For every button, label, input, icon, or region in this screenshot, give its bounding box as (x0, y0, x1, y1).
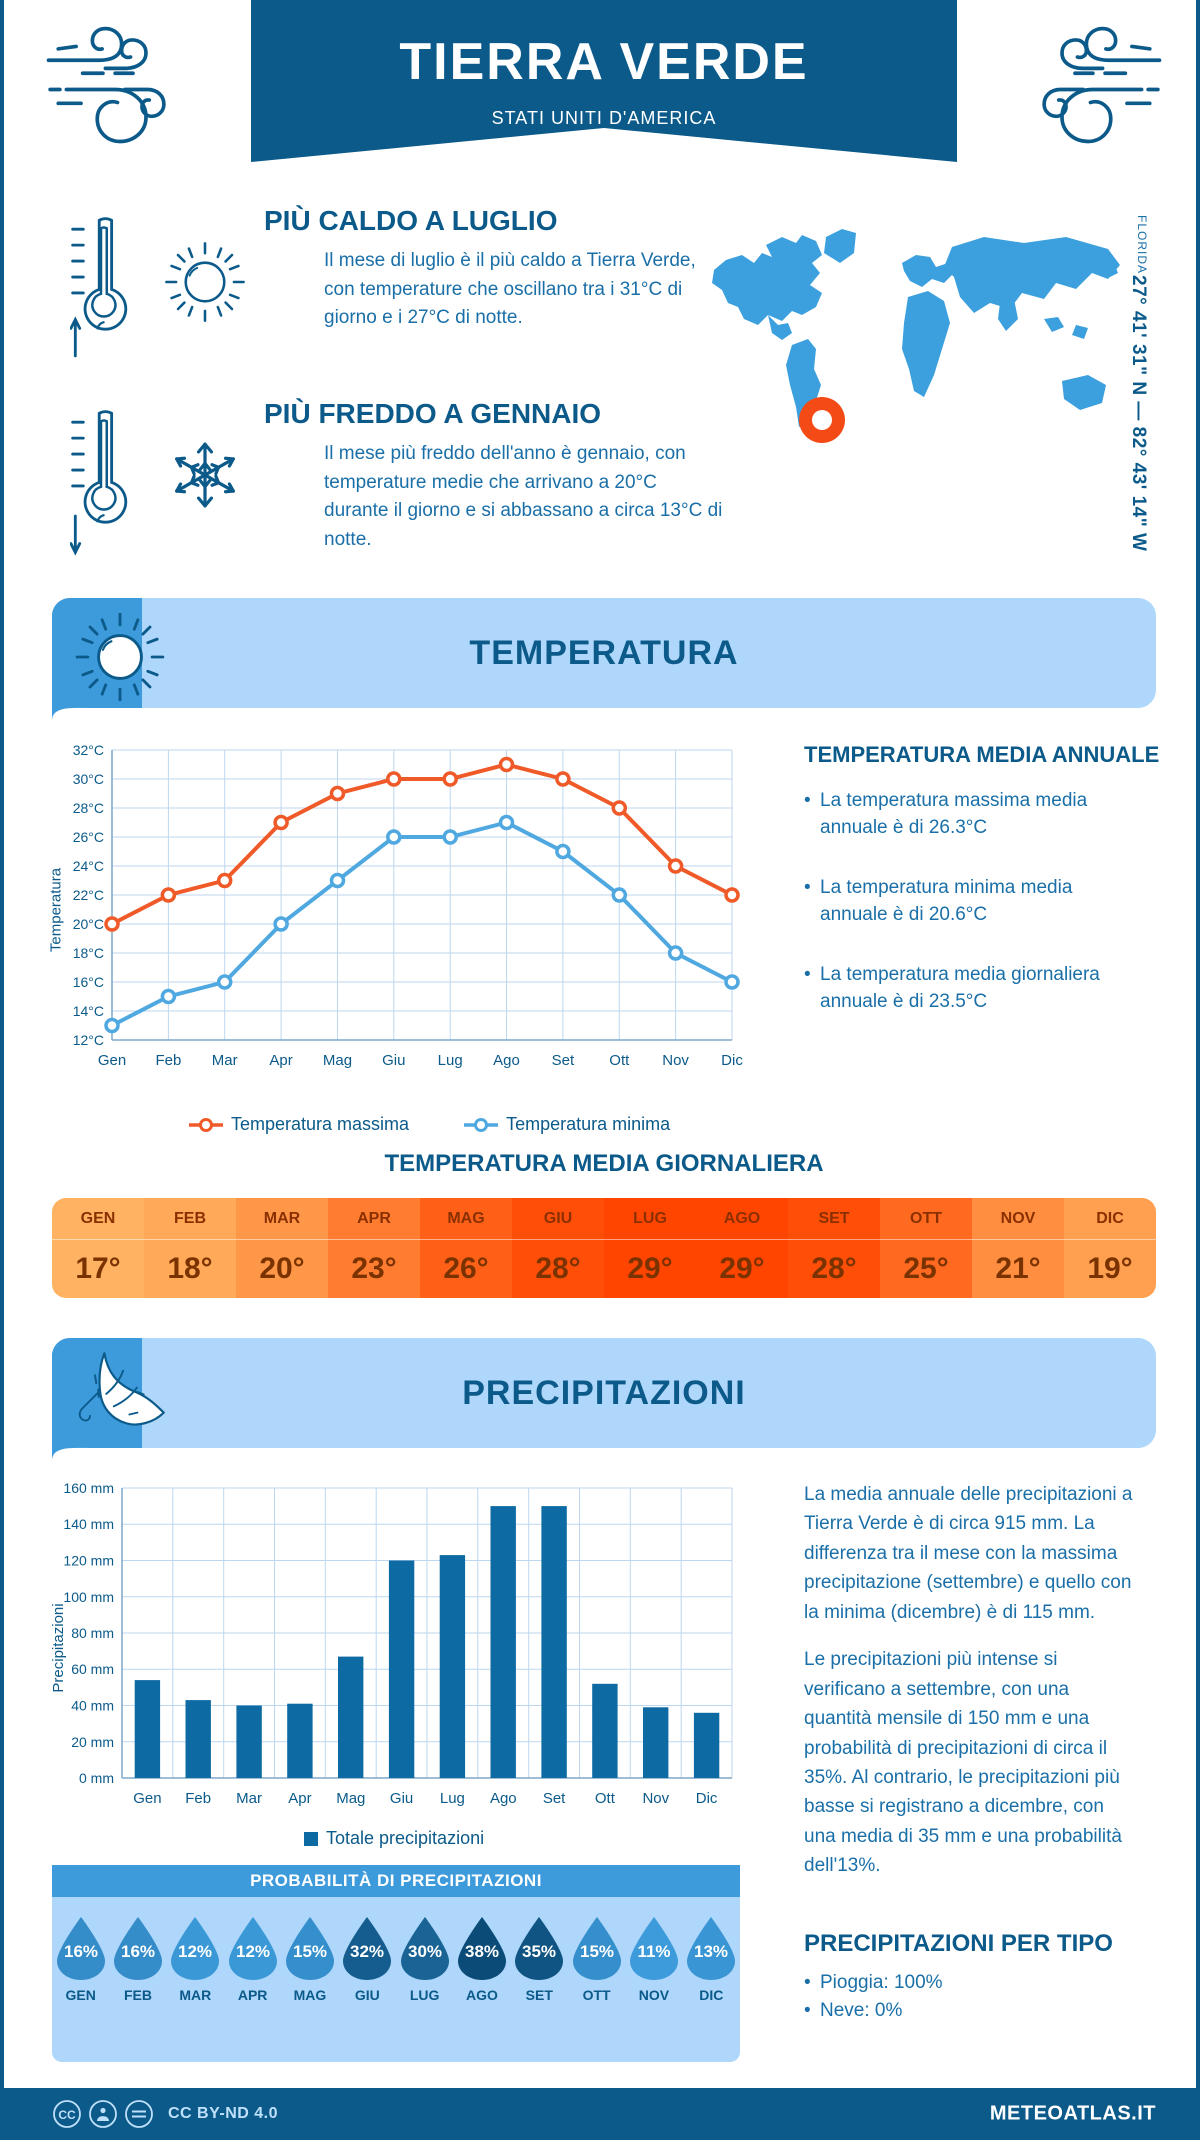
svg-text:11%: 11% (637, 1942, 670, 1961)
svg-text:40 mm: 40 mm (71, 1698, 114, 1714)
svg-text:Nov: Nov (662, 1052, 689, 1069)
svg-text:38%: 38% (465, 1942, 499, 1961)
svg-text:Mar: Mar (236, 1790, 262, 1807)
svg-text:Ott: Ott (595, 1790, 616, 1807)
svg-text:Giu: Giu (390, 1790, 413, 1807)
svg-text:Gen: Gen (98, 1052, 126, 1069)
svg-text:60 mm: 60 mm (71, 1661, 114, 1677)
svg-text:Ott: Ott (609, 1052, 630, 1069)
svg-text:18°C: 18°C (73, 945, 104, 961)
svg-text:Mag: Mag (323, 1052, 352, 1069)
svg-text:32%: 32% (350, 1942, 384, 1961)
svg-text:Feb: Feb (155, 1052, 181, 1069)
svg-text:Feb: Feb (185, 1790, 211, 1807)
svg-text:Nov: Nov (642, 1790, 669, 1807)
svg-text:160 mm: 160 mm (63, 1480, 114, 1496)
svg-text:Lug: Lug (440, 1790, 465, 1807)
svg-text:100 mm: 100 mm (63, 1589, 114, 1605)
svg-text:16°C: 16°C (73, 974, 104, 990)
svg-text:Giu: Giu (382, 1052, 405, 1069)
svg-text:16%: 16% (121, 1942, 155, 1961)
svg-text:Ago: Ago (490, 1790, 517, 1807)
svg-text:28°C: 28°C (73, 800, 104, 816)
svg-text:CC: CC (58, 2108, 76, 2122)
svg-text:80 mm: 80 mm (71, 1625, 114, 1641)
svg-text:14°C: 14°C (73, 1003, 104, 1019)
svg-text:15%: 15% (580, 1942, 614, 1961)
svg-text:Gen: Gen (133, 1790, 161, 1807)
svg-text:30%: 30% (408, 1942, 442, 1961)
svg-text:20°C: 20°C (73, 916, 104, 932)
svg-text:Apr: Apr (288, 1790, 311, 1807)
svg-text:16%: 16% (64, 1942, 98, 1961)
svg-text:12%: 12% (178, 1942, 212, 1961)
svg-text:32°C: 32°C (73, 742, 104, 758)
svg-text:140 mm: 140 mm (63, 1516, 114, 1532)
svg-text:Set: Set (543, 1790, 566, 1807)
svg-text:Mag: Mag (336, 1790, 365, 1807)
svg-text:30°C: 30°C (73, 771, 104, 787)
svg-text:Dic: Dic (721, 1052, 743, 1069)
svg-text:Ago: Ago (493, 1052, 520, 1069)
svg-text:Set: Set (552, 1052, 575, 1069)
svg-text:22°C: 22°C (73, 887, 104, 903)
svg-text:Apr: Apr (269, 1052, 292, 1069)
svg-text:13%: 13% (694, 1942, 728, 1961)
svg-text:0 mm: 0 mm (79, 1770, 114, 1786)
svg-text:20 mm: 20 mm (71, 1734, 114, 1750)
svg-text:12°C: 12°C (73, 1032, 104, 1048)
svg-text:12%: 12% (236, 1942, 270, 1961)
svg-text:24°C: 24°C (73, 858, 104, 874)
svg-text:15%: 15% (293, 1942, 327, 1961)
svg-text:Lug: Lug (438, 1052, 463, 1069)
svg-text:Mar: Mar (212, 1052, 238, 1069)
svg-text:120 mm: 120 mm (63, 1553, 114, 1569)
svg-text:35%: 35% (522, 1942, 556, 1961)
svg-text:Dic: Dic (696, 1790, 718, 1807)
svg-text:26°C: 26°C (73, 829, 104, 845)
